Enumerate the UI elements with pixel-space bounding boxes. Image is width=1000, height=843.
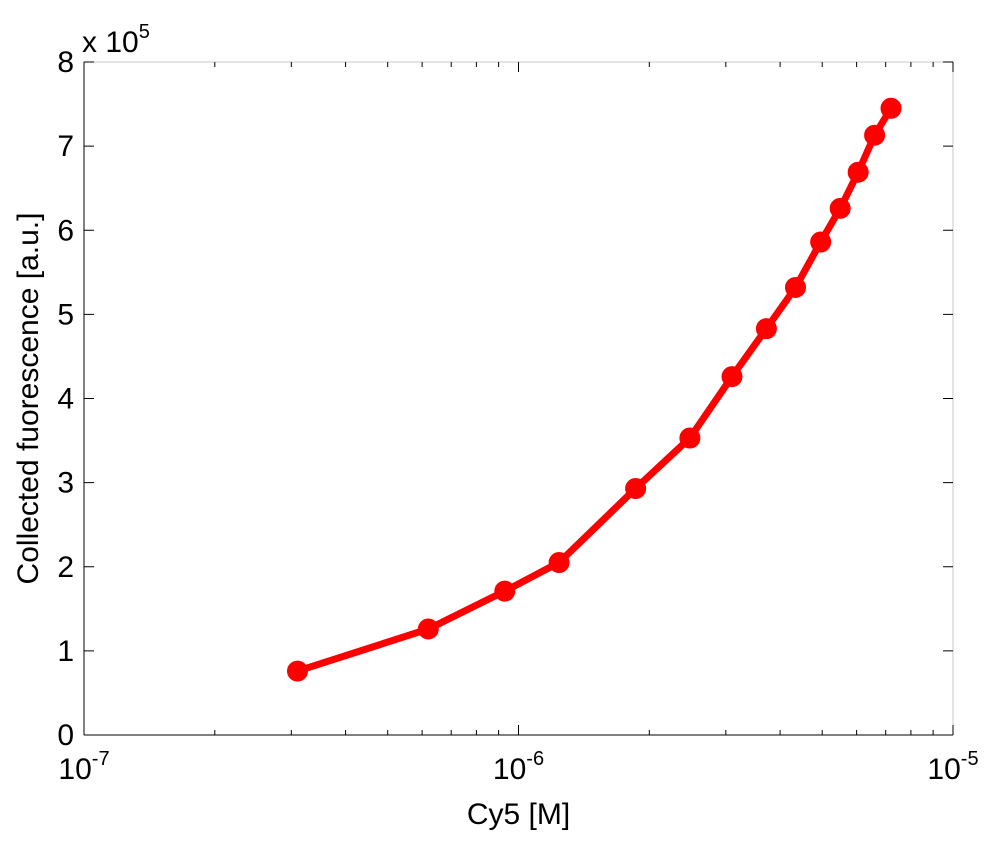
- data-point: [548, 552, 570, 574]
- x-tick-label: 10-6: [493, 748, 544, 786]
- y-axis-label: Collected fuorescence [a.u.]: [12, 213, 45, 585]
- x-tick-base: 10: [493, 753, 526, 786]
- data-point: [847, 161, 869, 183]
- x-tick-label: 10-7: [58, 748, 109, 786]
- x-tick-base: 10: [58, 753, 91, 786]
- y-tick-label: 5: [57, 298, 74, 331]
- x-tick-label: 10-5: [927, 748, 978, 786]
- y-tick-label: 3: [57, 467, 74, 500]
- data-point: [494, 580, 516, 602]
- y-tick-label: 6: [57, 214, 74, 247]
- data-point: [625, 478, 647, 500]
- y-axis-multiplier: x 105: [82, 21, 150, 59]
- x-tick-base: 10: [927, 753, 960, 786]
- data-point: [417, 618, 439, 640]
- y-multiplier-exponent: 5: [139, 21, 150, 43]
- y-tick-label: 2: [57, 551, 74, 584]
- x-tick-exponent: -6: [526, 748, 544, 770]
- y-tick-label: 4: [57, 383, 74, 416]
- data-point: [810, 231, 832, 253]
- data-point: [829, 197, 851, 219]
- x-tick-exponent: -7: [92, 748, 110, 770]
- series-layer: [286, 97, 902, 682]
- data-point: [721, 366, 743, 388]
- x-axis-ticks: 10-7 10-6 10-5: [58, 62, 979, 786]
- x-axis-label: Cy5 [M]: [467, 798, 570, 831]
- data-point: [784, 276, 806, 298]
- y-tick-label: 7: [57, 130, 74, 163]
- y-tick-label: 1: [57, 635, 74, 668]
- y-tick-label: 0: [57, 719, 74, 752]
- y-multiplier-prefix: x 10: [82, 26, 139, 59]
- data-point: [679, 427, 701, 449]
- x-tick-exponent: -5: [961, 748, 979, 770]
- data-point: [864, 124, 886, 146]
- y-tick-label: 8: [57, 46, 74, 79]
- y-axis-ticks: 0 1 2 3 4 5 6 7 8: [57, 46, 953, 752]
- data-point: [880, 97, 902, 119]
- data-point: [755, 318, 777, 340]
- data-point: [286, 660, 308, 682]
